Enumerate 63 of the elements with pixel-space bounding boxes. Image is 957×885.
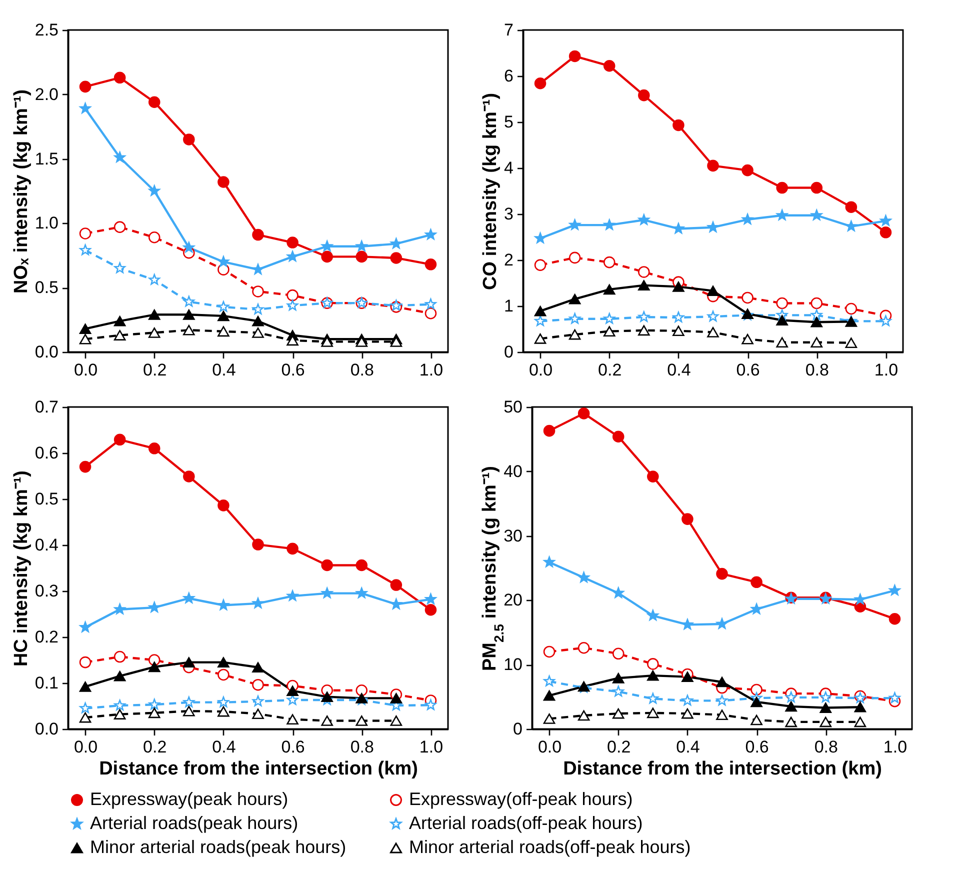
x-tick-label: 0.6 <box>745 738 769 756</box>
y-axis-title: CO intensity (kg km⁻¹) <box>480 92 502 290</box>
y-tick-label: 6 <box>504 66 514 86</box>
x-tick-label: 0.6 <box>281 360 305 380</box>
y-tick-label: 0.0 <box>34 342 58 362</box>
x-tick-label: 0.6 <box>281 738 305 756</box>
legend-label: Expressway(off-peak hours) <box>409 789 633 809</box>
legend-label: Arterial roads(off-peak hours) <box>409 813 643 833</box>
y-axis-title: HC intensity (kg km⁻¹) <box>10 470 32 667</box>
x-tick-label: 1.0 <box>419 360 444 380</box>
x-tick-label: 0.2 <box>143 738 167 756</box>
x-tick-label: 0.2 <box>143 360 167 380</box>
y-tick-label: 10 <box>504 655 522 674</box>
x-axis-title: Distance from the intersection (km) <box>99 758 418 780</box>
y-tick-label: 0.4 <box>34 536 58 554</box>
y-tick-label: 0.1 <box>34 674 58 692</box>
x-tick-label: 0.2 <box>607 738 631 756</box>
y-tick-label: 0 <box>504 342 514 362</box>
x-tick-label: 1.0 <box>874 360 898 380</box>
y-tick-label: 0.7 <box>34 398 58 416</box>
y-tick-label: 0.0 <box>34 720 58 738</box>
x-tick-label: 1.0 <box>883 738 908 756</box>
y-tick-label: 1 <box>504 296 514 316</box>
x-tick-label: 0.6 <box>736 360 760 380</box>
y-tick-label: 2.0 <box>34 84 58 104</box>
y-tick-label: 2 <box>504 250 514 270</box>
x-tick-label: 0.8 <box>350 360 374 380</box>
y-tick-label: 1.5 <box>34 149 58 168</box>
x-tick-label: 0.4 <box>212 360 236 380</box>
y-tick-label: 20 <box>504 590 522 610</box>
y-axis-title: NOₓ intensity (kg km⁻¹) <box>10 89 32 294</box>
y-tick-label: 1.0 <box>34 214 58 233</box>
x-tick-label: 0.0 <box>528 360 553 380</box>
y-tick-label: 0.6 <box>34 444 58 462</box>
x-tick-label: 0.0 <box>74 738 98 756</box>
y-tick-label: 50 <box>504 398 522 416</box>
y-tick-label: 0.2 <box>34 628 58 646</box>
x-tick-label: 0.4 <box>676 738 700 756</box>
y-tick-label: 0.5 <box>34 490 58 508</box>
y-tick-label: 4 <box>504 158 514 178</box>
y-tick-label: 7 <box>504 20 514 40</box>
y-tick-label: 0.5 <box>34 278 58 298</box>
y-tick-label: 40 <box>504 462 522 481</box>
x-tick-label: 0.8 <box>350 738 374 756</box>
y-tick-label: 30 <box>504 526 522 546</box>
x-tick-label: 0.8 <box>814 738 838 756</box>
legend-label: Expressway(peak hours) <box>90 789 288 809</box>
x-tick-label: 1.0 <box>419 738 444 756</box>
x-tick-label: 0.0 <box>538 738 562 756</box>
x-tick-label: 0.2 <box>598 360 622 380</box>
legend-label: Minor arterial roads(off-peak hours) <box>409 837 691 857</box>
y-tick-label: 5 <box>504 112 514 132</box>
x-tick-label: 0.4 <box>212 738 236 756</box>
x-axis-title: Distance from the intersection (km) <box>563 758 882 780</box>
y-tick-label: 2.5 <box>34 20 58 40</box>
x-tick-label: 0.8 <box>805 360 829 380</box>
legend-label: Minor arterial roads(peak hours) <box>90 837 346 857</box>
y-tick-label: 3 <box>504 204 514 224</box>
x-tick-label: 0.4 <box>667 360 691 380</box>
y-tick-label: 0 <box>513 720 522 738</box>
y-tick-label: 0.3 <box>34 582 58 600</box>
legend-label: Arterial roads(peak hours) <box>90 813 298 833</box>
x-tick-label: 0.0 <box>74 360 98 380</box>
